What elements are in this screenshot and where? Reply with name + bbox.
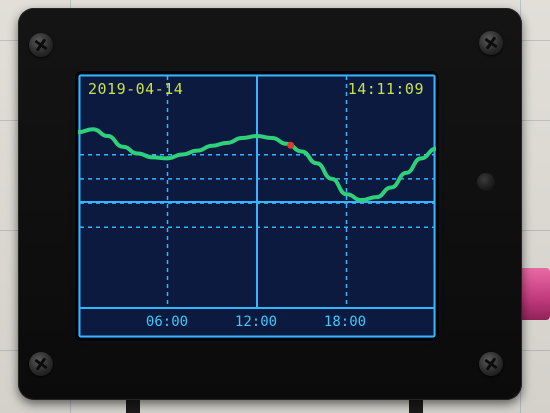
- x-tick-label: 06:00: [145, 314, 189, 330]
- x-tick-label: 18:00: [323, 314, 367, 330]
- date-readout: 2019-04-14: [88, 80, 184, 98]
- screw-icon: [29, 352, 53, 376]
- x-tick-label: 12:00: [234, 314, 278, 330]
- screw-icon: [479, 31, 503, 55]
- current-time-marker: [287, 141, 295, 149]
- time-readout: 14:11:09: [347, 80, 424, 98]
- stand-leg: [409, 396, 423, 413]
- screw-icon: [29, 33, 53, 57]
- screw-icon: [479, 352, 503, 376]
- side-button[interactable]: [477, 173, 495, 191]
- tide-curve: [78, 127, 436, 203]
- stand-leg: [126, 396, 140, 413]
- chart-grid: [78, 74, 436, 338]
- lcd-screen: 2019-04-14 14:11:09 06:00 12:00 18:00: [78, 74, 436, 338]
- tide-chart: [78, 74, 436, 338]
- tide-curve-layer: [78, 127, 436, 203]
- chart-frame: [78, 74, 436, 338]
